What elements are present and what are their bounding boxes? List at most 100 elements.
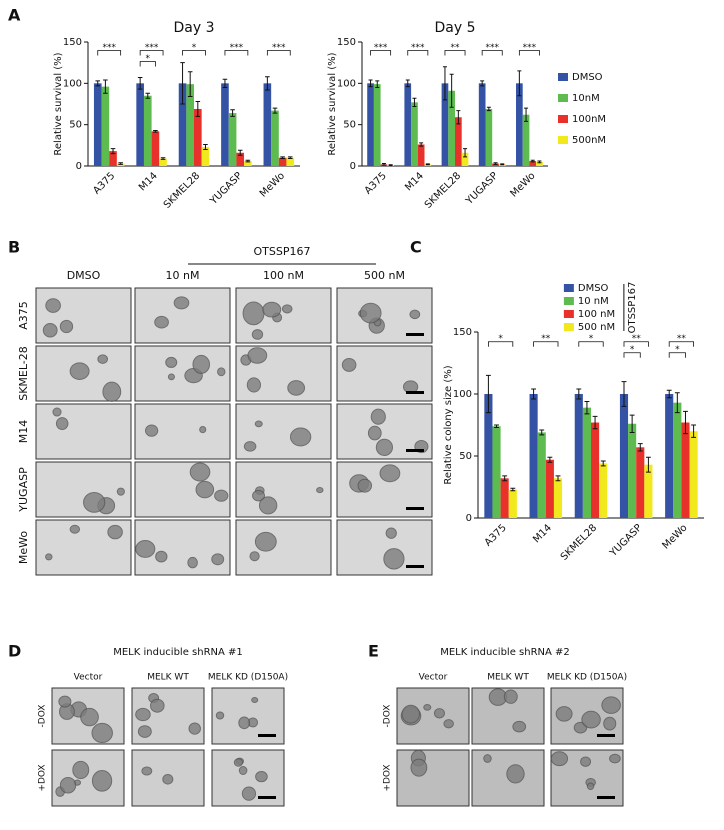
- error-bar: [555, 475, 561, 482]
- colony: [72, 760, 90, 780]
- column-label: 10 nM: [166, 269, 200, 282]
- significance-label: ***: [411, 43, 425, 53]
- significance-bracket: [370, 50, 392, 56]
- error-bar: [531, 388, 537, 400]
- colony: [550, 751, 569, 767]
- colony: [58, 695, 72, 708]
- colony: [91, 769, 113, 792]
- error-bar: [237, 149, 243, 156]
- scale-bar: [597, 796, 615, 799]
- bar: [236, 152, 245, 166]
- error-bar: [381, 163, 386, 166]
- error-bar: [480, 80, 485, 87]
- bar: [109, 151, 117, 166]
- x-tick-label: SKMEL28: [162, 170, 202, 210]
- colony: [162, 773, 174, 785]
- significance-label: **: [677, 334, 687, 344]
- scale-bar: [406, 391, 424, 394]
- colony: [189, 462, 211, 482]
- x-tick-label: M14: [531, 522, 554, 545]
- legend-label: 100nM: [572, 114, 606, 125]
- colony: [45, 298, 61, 313]
- scale-bar: [406, 507, 424, 510]
- legend-label: DMSO: [578, 283, 609, 294]
- bar: [417, 144, 425, 166]
- significance-bracket: [97, 50, 122, 56]
- bar: [151, 131, 160, 166]
- bar: [194, 108, 202, 166]
- colony: [423, 704, 432, 711]
- error-bar: [576, 388, 582, 400]
- significance-label: *: [675, 345, 680, 355]
- colony: [410, 758, 428, 777]
- colony: [242, 301, 265, 326]
- colony: [83, 491, 106, 513]
- colony: [165, 356, 178, 368]
- colony: [609, 753, 621, 764]
- bar: [404, 83, 412, 166]
- chart-title: Day 5: [434, 20, 475, 36]
- colony: [580, 756, 592, 767]
- error-bar: [493, 162, 498, 165]
- significance-label: *: [192, 43, 197, 53]
- bar: [628, 423, 637, 518]
- legend-label: 500 nM: [578, 322, 615, 333]
- column-label: DMSO: [67, 269, 101, 282]
- bar: [478, 83, 486, 166]
- colony: [375, 438, 394, 456]
- colony: [135, 707, 151, 722]
- y-axis-label: Relative colony size (%): [443, 365, 454, 484]
- bar: [529, 394, 538, 518]
- column-label: MELK WT: [147, 673, 189, 683]
- colony: [59, 777, 77, 794]
- y-tick-label: 150: [63, 37, 82, 48]
- bar: [673, 402, 682, 518]
- error-bar: [95, 80, 101, 87]
- micrograph: [134, 461, 231, 518]
- colony: [141, 766, 153, 776]
- significance-bracket: [668, 352, 686, 358]
- error-bar: [456, 110, 461, 125]
- colony: [195, 480, 215, 499]
- y-axis-label: Relative survival (%): [53, 52, 64, 155]
- colony: [252, 489, 266, 502]
- legend-swatch: [558, 94, 568, 102]
- colony: [603, 716, 617, 731]
- bar: [286, 157, 295, 166]
- error-bar: [485, 374, 491, 414]
- significance-label: ***: [145, 43, 159, 53]
- bar: [574, 394, 583, 518]
- colony: [258, 496, 278, 515]
- colony: [97, 354, 109, 364]
- colony: [238, 716, 251, 730]
- legend-swatch: [563, 284, 574, 292]
- colony: [247, 347, 268, 364]
- column-label: 500 nM: [364, 269, 405, 282]
- error-bar: [621, 381, 627, 407]
- colony: [155, 550, 168, 563]
- colony: [254, 531, 277, 552]
- column-label: MELK KD (D150A): [208, 673, 288, 683]
- error-bar: [592, 415, 598, 430]
- colony: [102, 381, 122, 402]
- y-tick-label: 0: [76, 161, 82, 172]
- error-bar: [442, 66, 447, 101]
- bar: [93, 83, 102, 166]
- column-label: MELK KD (D150A): [547, 673, 627, 683]
- error-bar: [272, 107, 278, 114]
- significance-bracket: [139, 61, 156, 67]
- colony: [601, 696, 621, 714]
- colony: [251, 696, 259, 703]
- colony: [262, 301, 282, 318]
- colony: [42, 323, 58, 338]
- column-label: Vector: [74, 673, 103, 683]
- colony: [383, 548, 405, 570]
- micrograph: [35, 403, 132, 460]
- error-bar: [486, 106, 491, 112]
- significance-bracket: [623, 341, 649, 347]
- x-tick-label: YUGASP: [208, 170, 245, 207]
- significance-bracket: [444, 50, 466, 56]
- x-tick-label: M14: [403, 170, 426, 193]
- bar: [681, 422, 690, 518]
- significance-label: *: [630, 345, 635, 355]
